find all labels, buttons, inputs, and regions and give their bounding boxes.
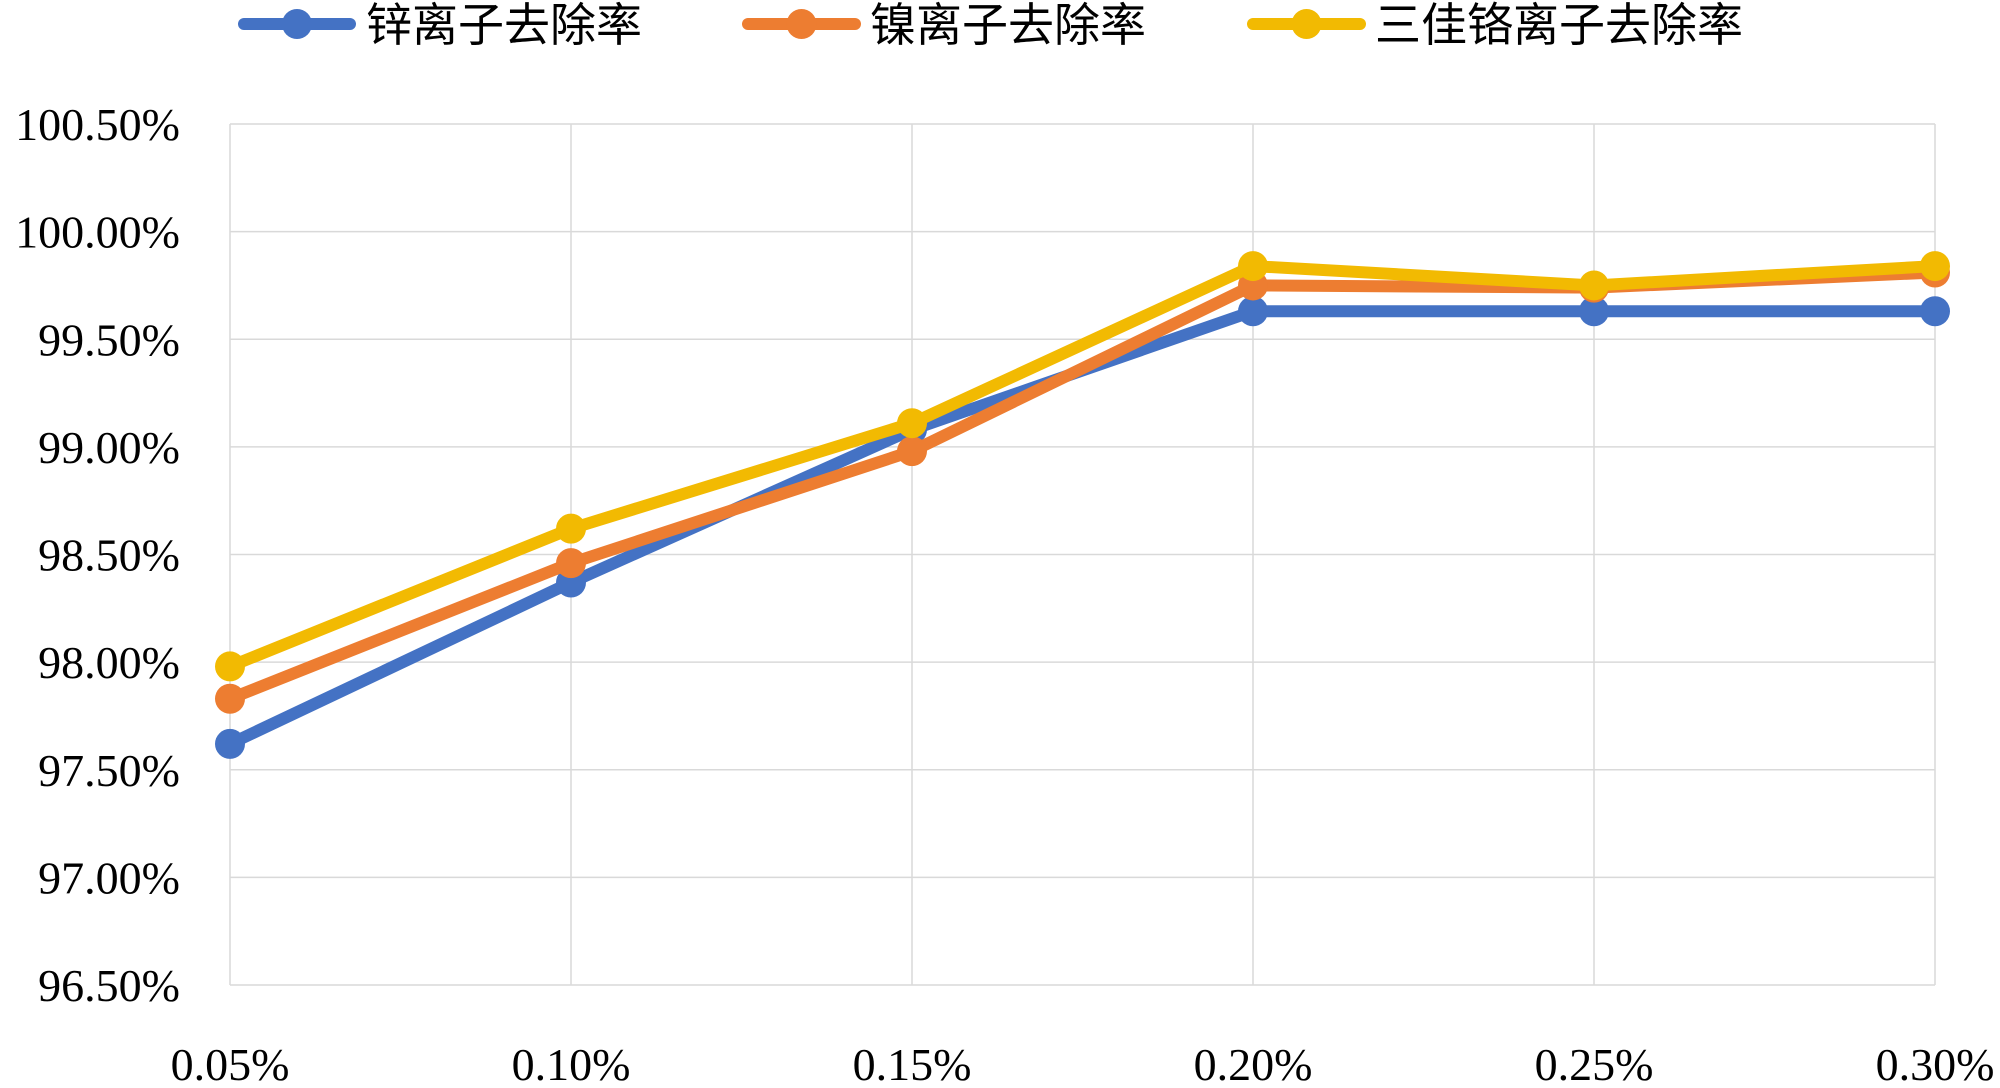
data-point [1920, 296, 1950, 327]
y-tick-label: 100.00% [15, 207, 180, 258]
series-line [224, 266, 1941, 705]
data-point [1920, 251, 1950, 282]
x-tick-label: 0.25% [1535, 1039, 1654, 1088]
y-tick-label: 98.50% [38, 530, 180, 581]
legend-label: 三佳铬离子去除率 [1375, 0, 1743, 52]
y-tick-label: 100.50% [15, 99, 180, 150]
y-tick-label: 98.00% [38, 637, 180, 688]
legend-marker [282, 9, 312, 39]
data-point [1579, 270, 1609, 301]
legend-item-2: 镍离子去除率 [742, 0, 1146, 52]
y-tick-label: 99.50% [38, 314, 180, 365]
gridlines [229, 123, 1936, 986]
legend-item-3: 三佳铬离子去除率 [1247, 0, 1743, 52]
y-tick-label: 99.00% [38, 422, 180, 473]
x-tick-label: 0.05% [171, 1039, 290, 1088]
y-tick-label: 96.50% [38, 960, 180, 1011]
x-tick-label: 0.20% [1194, 1039, 1313, 1088]
series-3 [215, 251, 1950, 682]
legend-label: 锌离子去除率 [366, 0, 642, 52]
y-axis-tick-labels: 96.50% 97.00% 97.50% 98.00% 98.50% 99.00% 99.5… [15, 99, 180, 1011]
legend: 锌离子去除率 镍离子去除率 三佳铬离子去除率 [238, 0, 1743, 52]
x-tick-label: 0.30% [1876, 1039, 1995, 1088]
data-point [1238, 296, 1268, 327]
y-tick-label: 97.50% [38, 745, 180, 796]
x-tick-label: 0.10% [512, 1039, 631, 1088]
x-axis-tick-labels: 0.05% 0.10% 0.15% 0.20% 0.25% 0.30% [171, 1039, 1995, 1088]
series-layer [215, 251, 1950, 759]
data-point [215, 728, 245, 759]
data-point [215, 651, 245, 682]
legend-item-1: 锌离子去除率 [238, 0, 642, 52]
series-line [224, 305, 1941, 750]
data-point [1238, 251, 1268, 282]
data-point [556, 548, 586, 579]
data-point [215, 683, 245, 714]
data-point [897, 408, 927, 439]
legend-marker [786, 9, 817, 39]
series-line [224, 260, 1941, 673]
data-point [1579, 296, 1609, 327]
series-2 [215, 257, 1950, 714]
legend-label: 镍离子去除率 [870, 0, 1146, 52]
y-tick-label: 97.00% [38, 852, 180, 903]
data-point [897, 436, 927, 467]
data-point [556, 513, 586, 544]
legend-marker [1291, 9, 1322, 39]
x-tick-label: 0.15% [853, 1039, 972, 1088]
